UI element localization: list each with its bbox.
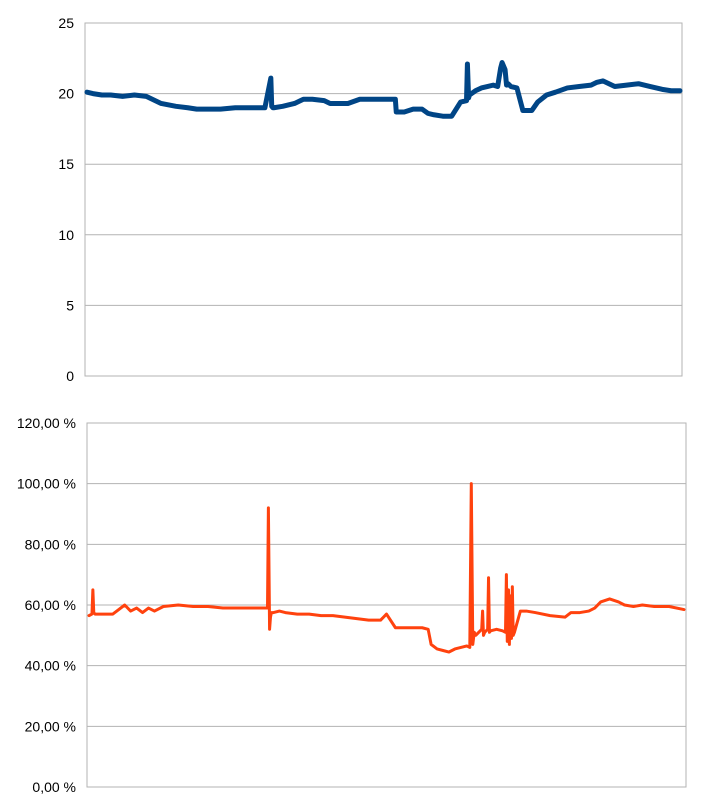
pct-y-tick-label: 100,00 % <box>17 476 76 492</box>
temperature-chart: 0 5 10 15 20 25 <box>0 0 709 400</box>
pct-y-tick-label: 20,00 % <box>25 718 76 734</box>
temp-y-tick-label: 25 <box>58 15 74 31</box>
temperature-chart-svg: 0 5 10 15 20 25 <box>58 15 683 384</box>
pct-plot-area <box>86 422 687 788</box>
pct-y-tick-label: 60,00 % <box>25 597 76 613</box>
temp-y-tick-label: 15 <box>58 156 74 172</box>
pct-y-tick-label: 120,00 % <box>17 415 76 431</box>
temp-y-tick-label: 20 <box>58 86 74 102</box>
temp-y-tick-label: 0 <box>66 368 74 384</box>
temp-y-tick-label: 10 <box>58 227 74 243</box>
pct-y-tick-label: 0,00 % <box>32 779 76 795</box>
percentage-chart-svg: 0,00 % 20,00 % 40,00 % 60,00 % 80,00 % 100,00… <box>17 415 687 795</box>
temp-y-tick-label: 5 <box>66 297 74 313</box>
percentage-chart: 0,00 % 20,00 % 40,00 % 60,00 % 80,00 % 100,00… <box>0 400 709 812</box>
pct-y-tick-label: 40,00 % <box>25 658 76 674</box>
temp-series-line-0 <box>84 60 683 119</box>
pct-y-tick-label: 80,00 % <box>25 536 76 552</box>
temp-plot-area <box>84 22 683 377</box>
pct-series-line-0 <box>87 482 686 654</box>
